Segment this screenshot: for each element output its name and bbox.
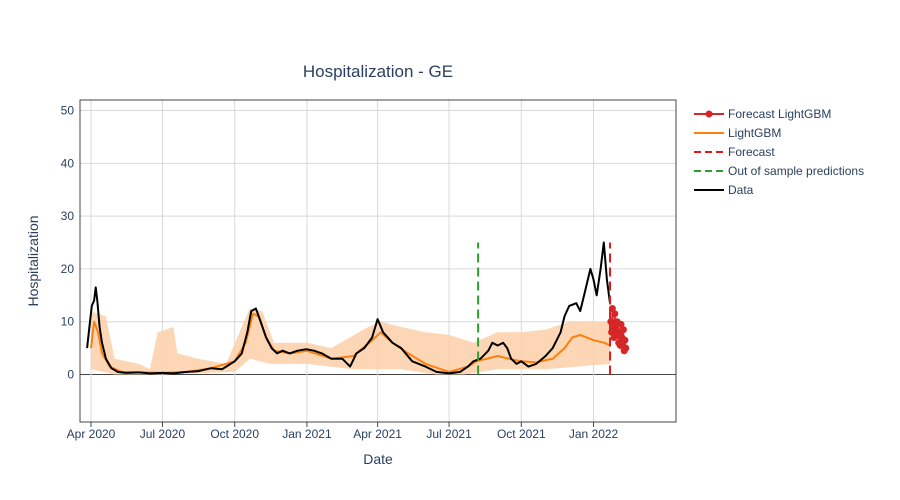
legend-item: Forecast [694, 145, 775, 159]
legend: Forecast LightGBM LightGBM Forecast Out of … [694, 107, 864, 197]
legend-item: Out of sample predictions [694, 164, 864, 178]
legend-label: Forecast LightGBM [728, 107, 831, 121]
y-axis-title: Hospitalization [25, 215, 41, 306]
legend-marker [705, 110, 713, 118]
forecast-point [619, 326, 627, 334]
x-tick-label: Apr 2020 [67, 427, 116, 441]
forecast-point [611, 310, 619, 318]
y-tick-label: 0 [67, 367, 74, 381]
legend-label: LightGBM [728, 126, 781, 140]
legend-item: Data [694, 183, 754, 197]
legend-item: Forecast LightGBM [694, 107, 831, 121]
x-axis-title: Date [363, 451, 393, 467]
x-tick-label: Oct 2020 [210, 427, 259, 441]
legend-label: Forecast [728, 145, 775, 159]
forecast-point [607, 318, 615, 326]
x-tick-label: Apr 2021 [353, 427, 402, 441]
forecast-point [617, 320, 625, 328]
forecast-point [622, 344, 630, 352]
x-tick-label: Jan 2022 [569, 427, 619, 441]
x-tick-label: Oct 2021 [497, 427, 546, 441]
axis-ticks: 0 10 20 30 40 50 Apr 2020 Jul 2020 Oct 2020 Jan 2… [61, 104, 619, 441]
legend-label: Out of sample predictions [728, 164, 864, 178]
y-tick-label: 10 [61, 315, 75, 329]
x-tick-label: Jan 2021 [282, 427, 332, 441]
x-tick-label: Jul 2021 [426, 427, 472, 441]
y-tick-label: 30 [61, 209, 75, 223]
legend-item: LightGBM [694, 126, 781, 140]
y-tick-label: 50 [61, 104, 75, 118]
forecast-markers [607, 305, 630, 355]
forecast-point [621, 336, 629, 344]
forecast-point [608, 305, 616, 313]
data-line [86, 241, 611, 375]
chart-title: Hospitalization - GE [303, 62, 453, 81]
x-tick-label: Jul 2020 [140, 427, 186, 441]
y-tick-label: 20 [61, 262, 75, 276]
y-tick-label: 40 [61, 156, 75, 170]
legend-label: Data [728, 183, 754, 197]
